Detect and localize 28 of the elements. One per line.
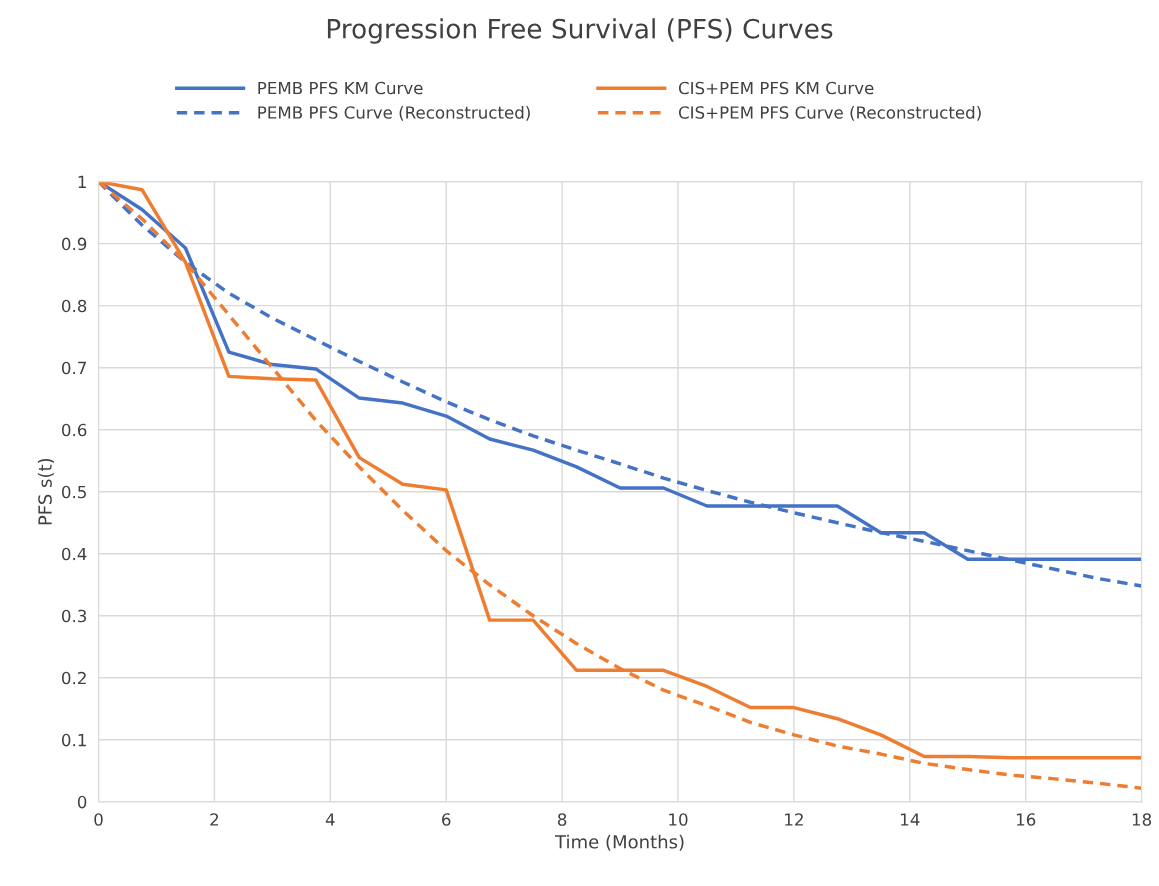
- y-tick-label: 0.7: [62, 361, 86, 375]
- y-tick-label: 0.4: [62, 547, 87, 561]
- x-tick-label: 6: [442, 813, 451, 826]
- x-tick-label: 16: [1016, 813, 1036, 826]
- x-tick-label: 14: [901, 813, 920, 826]
- x-tick-label: 10: [669, 813, 688, 826]
- legend-label: CIS+PEM PFS KM Curve: [678, 81, 874, 95]
- x-tick-label: 18: [1132, 813, 1152, 826]
- y-tick-label: 0.5: [62, 485, 86, 499]
- y-tick-label: 0.6: [62, 423, 87, 437]
- legend-label: PEMB PFS Curve (Reconstructed): [258, 105, 530, 121]
- y-tick-label: 0: [77, 795, 87, 809]
- y-tick-label: 1: [78, 175, 86, 188]
- x-tick-label: 2: [210, 813, 219, 826]
- y-tick-label: 0.1: [62, 733, 86, 747]
- x-tick-label: 4: [325, 813, 335, 826]
- y-tick-label: 0.9: [62, 237, 87, 251]
- chart-title: Progression Free Survival (PFS) Curves: [327, 18, 833, 44]
- x-tick-label: 0: [94, 813, 103, 826]
- legend-label: PEMB PFS KM Curve: [258, 81, 423, 95]
- y-tick-label: 0.3: [62, 609, 87, 623]
- legend-label: CIS+PEM PFS Curve (Reconstructed): [678, 105, 981, 121]
- y-tick-label: 0.8: [62, 299, 87, 313]
- y-tick-label: 0.2: [62, 671, 86, 685]
- x-tick-label: 8: [557, 813, 567, 826]
- y-axis-title: PFS s(t): [37, 458, 54, 525]
- x-axis-title: Time (Months): [555, 834, 684, 851]
- x-tick-label: 12: [785, 813, 803, 826]
